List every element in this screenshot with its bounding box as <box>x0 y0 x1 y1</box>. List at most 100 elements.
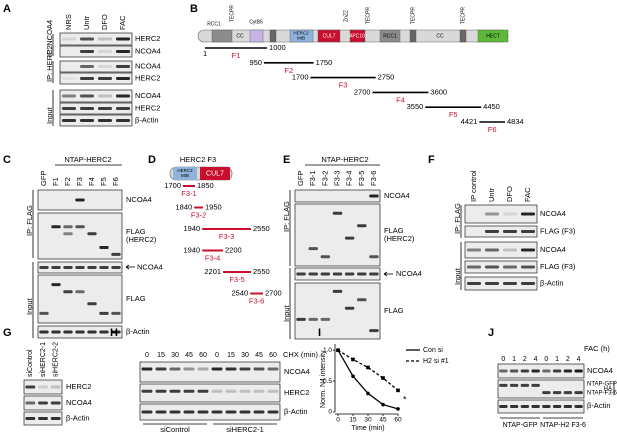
residue: 1750 <box>316 58 333 67</box>
band <box>552 405 562 408</box>
domain-label: APC10 <box>349 33 365 39</box>
label: F2 <box>63 177 72 186</box>
label: F3 <box>75 177 84 186</box>
band <box>79 37 95 41</box>
blot-label: FLAG <box>126 294 146 303</box>
label: 4 <box>577 356 581 363</box>
band <box>50 401 61 405</box>
y-axis-label: Norm. N4 intensity <box>320 350 327 408</box>
band <box>97 107 113 110</box>
fragment-name: F3-6 <box>249 296 264 305</box>
blot-label: β-Actin <box>540 278 564 287</box>
treatment: CHX (min) <box>283 350 319 359</box>
ip-label: IP: FLAG <box>453 203 462 234</box>
band <box>111 330 121 334</box>
construct: NTAP-HERC2 <box>321 155 368 164</box>
band <box>225 410 237 414</box>
band <box>320 317 331 321</box>
annotation: * <box>403 394 407 404</box>
band <box>502 212 518 216</box>
y-tick-label: 1.0 <box>323 347 332 354</box>
band <box>320 272 331 276</box>
label: 0 <box>215 352 219 359</box>
band <box>38 385 48 389</box>
panel-letter: C <box>3 154 11 166</box>
blot <box>139 403 281 421</box>
band <box>344 236 355 240</box>
band <box>25 385 36 389</box>
band <box>87 266 97 269</box>
point <box>396 388 400 393</box>
blot-label: HERC2 <box>66 382 91 391</box>
label: NRS <box>64 14 73 30</box>
band <box>99 266 109 269</box>
fragment-name: F2 <box>284 66 293 75</box>
domain-label: HERC2 <box>177 168 193 173</box>
group-label: siControl <box>160 425 190 434</box>
label: siHERC2-1 <box>40 342 47 377</box>
band <box>574 391 583 395</box>
band <box>563 405 573 408</box>
band <box>563 391 573 395</box>
band <box>39 330 49 334</box>
label: siControl <box>27 349 34 377</box>
label: IP control <box>469 170 478 202</box>
band <box>253 410 265 414</box>
band <box>499 369 508 373</box>
point <box>381 402 385 407</box>
panel-letter: I <box>318 327 321 339</box>
point <box>366 391 370 396</box>
panel-letter: A <box>3 3 11 15</box>
residue: 2201 <box>204 267 221 276</box>
blot-label: FLAG <box>384 306 404 315</box>
band <box>183 410 195 414</box>
band <box>99 330 109 334</box>
label: 15 <box>157 352 165 359</box>
domain-label: RCC1 <box>207 21 221 27</box>
blot-label: β-Actin <box>587 401 611 410</box>
domain-label: TECPR <box>460 7 466 24</box>
blot <box>59 114 133 127</box>
band <box>499 383 508 387</box>
label: 45 <box>255 352 263 359</box>
band <box>253 389 265 393</box>
band <box>509 405 519 408</box>
band <box>39 311 49 315</box>
domain-label: MIB <box>181 173 189 178</box>
blot <box>497 363 585 379</box>
blot <box>59 60 133 73</box>
label: FAC <box>118 15 127 30</box>
band <box>484 212 500 216</box>
label: GFP <box>296 171 305 186</box>
blot <box>59 72 133 85</box>
blot <box>464 204 538 224</box>
band <box>97 119 113 122</box>
band <box>39 266 49 269</box>
band <box>63 266 73 269</box>
band <box>369 255 379 259</box>
band <box>225 367 237 371</box>
point <box>396 407 400 411</box>
band <box>183 367 195 371</box>
blot <box>59 102 133 115</box>
band <box>63 225 73 229</box>
band <box>344 306 355 310</box>
band <box>520 383 530 387</box>
domain-label: CC <box>436 33 444 39</box>
fragment-name: F3-1 <box>181 189 196 198</box>
band <box>520 248 536 252</box>
fragment-name: F3-4 <box>205 253 220 262</box>
band <box>239 410 251 414</box>
band <box>111 252 121 256</box>
band <box>197 367 209 371</box>
residue: 2550 <box>253 267 270 276</box>
band <box>79 107 95 110</box>
blot <box>59 45 133 58</box>
band <box>239 389 251 393</box>
band <box>25 417 36 420</box>
label: 60 <box>199 352 207 359</box>
y-tick-label: 0.5 <box>323 378 332 385</box>
treatment: FAC (h) <box>584 344 610 353</box>
domain-label: HERC2 <box>293 31 309 36</box>
band <box>183 389 195 393</box>
